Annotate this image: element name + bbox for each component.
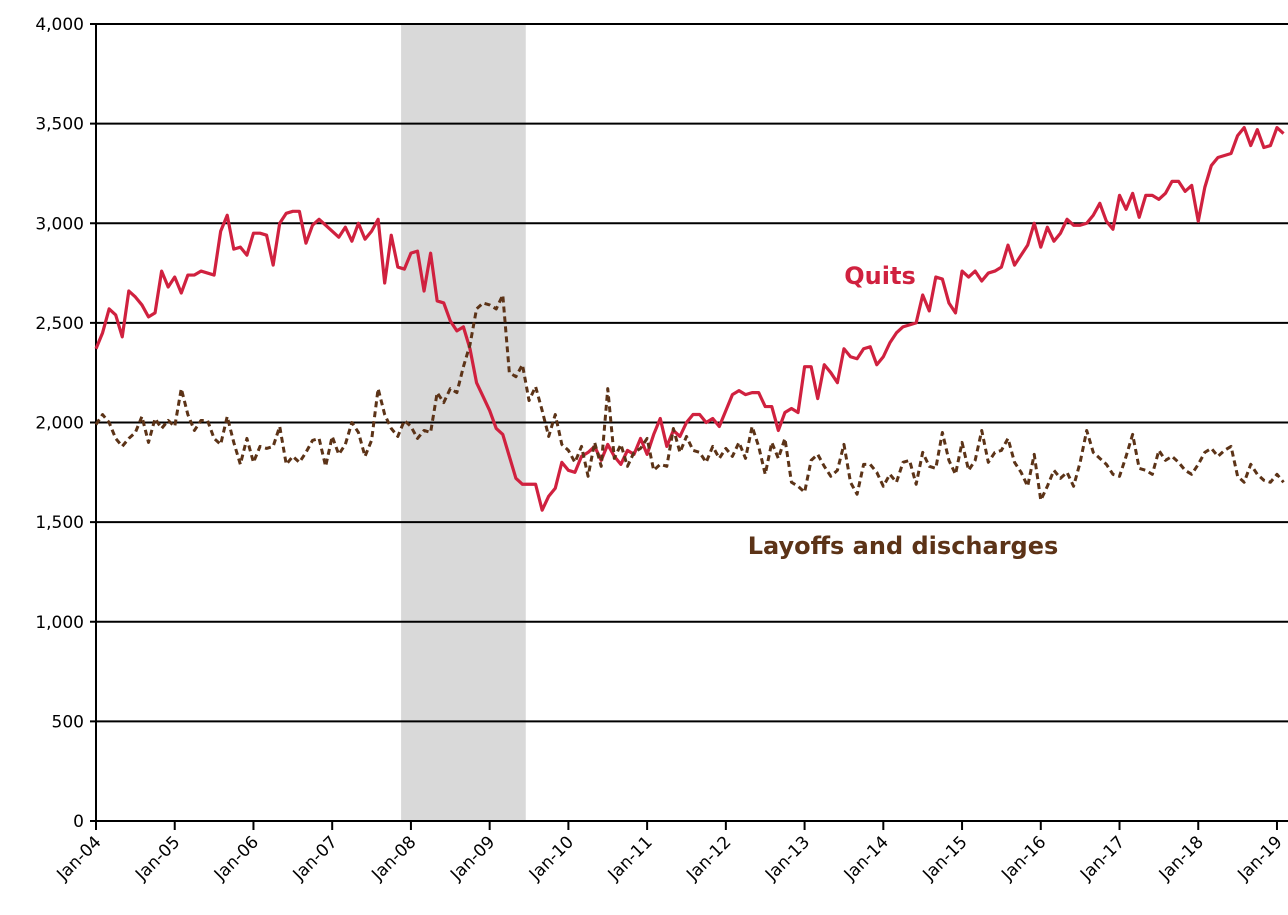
x-tick-label: Jan-12 [682,832,735,885]
x-tick-label: Jan-19 [1233,832,1286,885]
series-label: Layoffs and discharges [748,532,1059,560]
x-tick-label: Jan-05 [131,832,184,885]
x-tick-label: Jan-07 [289,832,342,885]
y-tick-label: 0 [73,812,84,832]
x-tick-label: Jan-11 [604,832,657,885]
x-tick-label: Jan-13 [761,832,814,885]
series-line [94,293,1285,502]
x-tick-label: Jan-09 [446,832,499,885]
x-tick-label: Jan-15 [919,832,972,885]
y-tick-label: 3,000 [35,214,84,234]
x-tick-label: Jan-17 [1076,832,1129,885]
series-line [94,126,1285,512]
y-tick-label: 4,000 [35,15,84,35]
x-tick-label: Jan-16 [997,832,1050,885]
x-tick-label: Jan-08 [367,832,420,885]
x-tick-label: Jan-14 [840,832,893,885]
x-tick-label: Jan-04 [53,832,106,885]
x-tick-label: Jan-06 [210,832,263,885]
y-tick-label: 3,500 [35,115,84,135]
y-tick-label: 2,000 [35,414,84,434]
series-label: Quits [844,262,915,290]
y-tick-label: 2,500 [35,314,84,334]
y-tick-label: 1,500 [35,513,84,533]
x-tick-label: Jan-18 [1155,832,1208,885]
y-tick-label: 500 [52,712,84,732]
x-tick-label: Jan-10 [525,832,578,885]
y-tick-label: 1,000 [35,613,84,633]
